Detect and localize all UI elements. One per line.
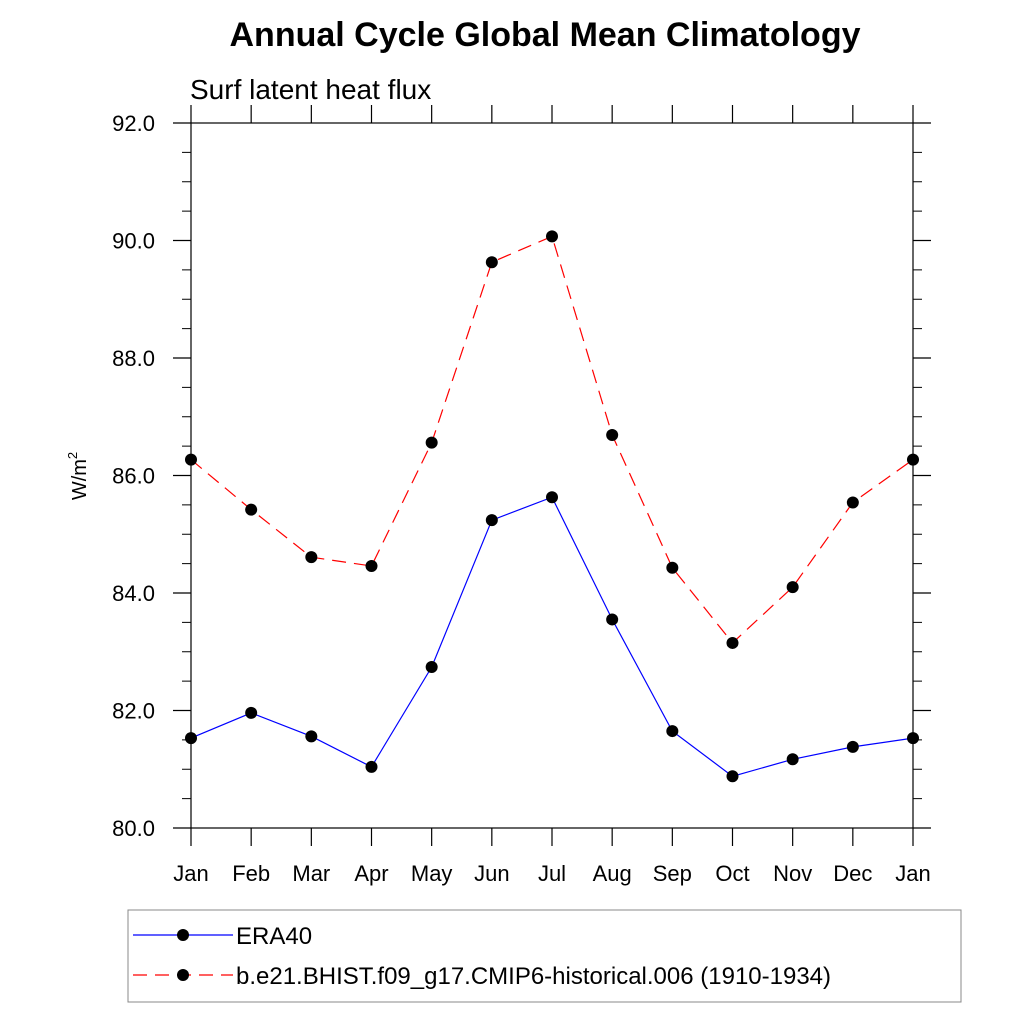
x-tick-label: Mar — [292, 861, 330, 886]
data-point-cmip6 — [365, 559, 378, 572]
x-tick-label: Feb — [232, 861, 270, 886]
data-point-cmip6 — [425, 436, 438, 449]
y-tick-label: 86.0 — [112, 464, 155, 489]
x-tick-label: Jan — [895, 861, 930, 886]
data-point-cmip6 — [245, 503, 258, 516]
data-point-era40 — [786, 753, 799, 766]
x-tick-label: Jan — [173, 861, 208, 886]
series-line-era40 — [190, 496, 914, 777]
data-point-era40 — [726, 770, 739, 783]
data-point-era40 — [546, 491, 558, 504]
x-tick-label: Apr — [354, 861, 388, 886]
data-point-era40 — [245, 706, 258, 719]
data-point-cmip6 — [305, 551, 318, 564]
x-tick-label: Dec — [833, 861, 872, 886]
data-point-era40 — [365, 760, 378, 773]
y-axis-label-base: W/m — [69, 459, 91, 500]
chart-subtitle: Surf latent heat flux — [190, 74, 431, 105]
data-point-era40 — [666, 725, 679, 738]
legend-label-cmip6: b.e21.BHIST.f09_g17.CMIP6-historical.006… — [236, 963, 831, 990]
y-axis-ticks: 80.0 82.0 84.0 86.0 88.0 90.0 92.0 — [112, 111, 931, 841]
x-tick-label: Oct — [715, 861, 749, 886]
series-line-cmip6 — [190, 235, 914, 644]
data-point-cmip6 — [666, 561, 679, 574]
series-layer — [185, 230, 919, 783]
chart-title: Annual Cycle Global Mean Climatology — [230, 16, 861, 54]
x-tick-label: Sep — [653, 861, 692, 886]
legend-swatch-marker-cmip6 — [177, 969, 189, 981]
data-point-era40 — [846, 740, 859, 753]
data-point-era40 — [606, 613, 619, 626]
legend-item-era40: ERA40 — [133, 923, 312, 950]
x-tick-label: May — [411, 861, 453, 886]
y-tick-label: 84.0 — [112, 581, 155, 606]
y-tick-label: 90.0 — [112, 229, 155, 254]
data-point-cmip6 — [786, 581, 799, 594]
plot-frame — [190, 122, 914, 829]
data-point-cmip6 — [485, 256, 498, 269]
data-point-cmip6 — [606, 428, 619, 441]
x-axis-ticks: Jan Feb Mar Apr May Jun Jul Aug Sep Oct Nov Dec Jan — [173, 105, 931, 886]
legend-label-era40: ERA40 — [236, 923, 312, 950]
data-point-cmip6 — [185, 453, 197, 466]
legend-item-cmip6: b.e21.BHIST.f09_g17.CMIP6-historical.006… — [133, 963, 831, 990]
data-point-cmip6 — [546, 230, 558, 243]
data-point-era40 — [185, 732, 197, 745]
x-tick-label: Nov — [773, 861, 812, 886]
y-tick-label: 92.0 — [112, 111, 155, 136]
x-tick-label: Aug — [593, 861, 632, 886]
data-point-era40 — [425, 661, 438, 674]
legend-box — [127, 909, 962, 1003]
x-tick-label: Jul — [538, 861, 566, 886]
data-point-cmip6 — [846, 496, 859, 509]
y-tick-label: 82.0 — [112, 699, 155, 724]
y-axis-label: W/m2 — [65, 452, 91, 500]
data-point-era40 — [485, 514, 498, 527]
y-axis-label-superscript: 2 — [65, 452, 80, 459]
y-tick-label: 80.0 — [112, 816, 155, 841]
y-tick-label: 88.0 — [112, 346, 155, 371]
legend-swatch-marker-era40 — [177, 929, 189, 941]
data-point-era40 — [907, 732, 919, 745]
data-point-era40 — [305, 730, 318, 743]
data-point-cmip6 — [726, 636, 739, 649]
x-tick-label: Jun — [474, 861, 509, 886]
data-point-cmip6 — [907, 453, 919, 466]
